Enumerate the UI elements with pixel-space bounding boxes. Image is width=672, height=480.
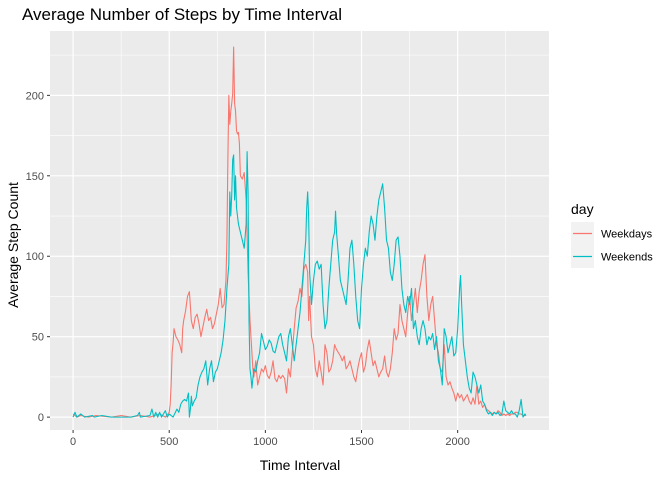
chart-title: Average Number of Steps by Time Interval xyxy=(22,5,342,24)
x-tick-label: 2000 xyxy=(445,436,469,448)
legend-label-weekends: Weekends xyxy=(601,252,653,264)
y-axis: 0 50 100 150 200 xyxy=(26,90,50,424)
y-axis-title: Average Step Count xyxy=(5,182,21,308)
x-axis: 0 500 1000 1500 2000 xyxy=(70,430,470,448)
minor-gridlines xyxy=(50,31,549,430)
x-tick-label: 1000 xyxy=(253,436,277,448)
x-axis-title: Time Interval xyxy=(260,457,340,473)
legend-label-weekdays: Weekdays xyxy=(601,229,653,241)
y-tick-label: 50 xyxy=(32,332,44,344)
major-gridlines xyxy=(50,31,549,430)
series-lines xyxy=(72,46,527,418)
legend-title: day xyxy=(571,201,594,217)
y-tick-label: 200 xyxy=(26,90,44,102)
x-tick-label: 500 xyxy=(160,436,178,448)
series-line-weekdays xyxy=(72,46,526,418)
y-tick-label: 100 xyxy=(26,251,44,263)
legend: day Weekdays Weekends xyxy=(571,201,653,268)
y-tick-label: 0 xyxy=(38,412,44,424)
y-tick-label: 150 xyxy=(26,171,44,183)
plot-panel xyxy=(50,31,549,430)
series-line-weekends xyxy=(72,151,527,418)
x-tick-label: 0 xyxy=(70,436,76,448)
x-tick-label: 1500 xyxy=(349,436,373,448)
